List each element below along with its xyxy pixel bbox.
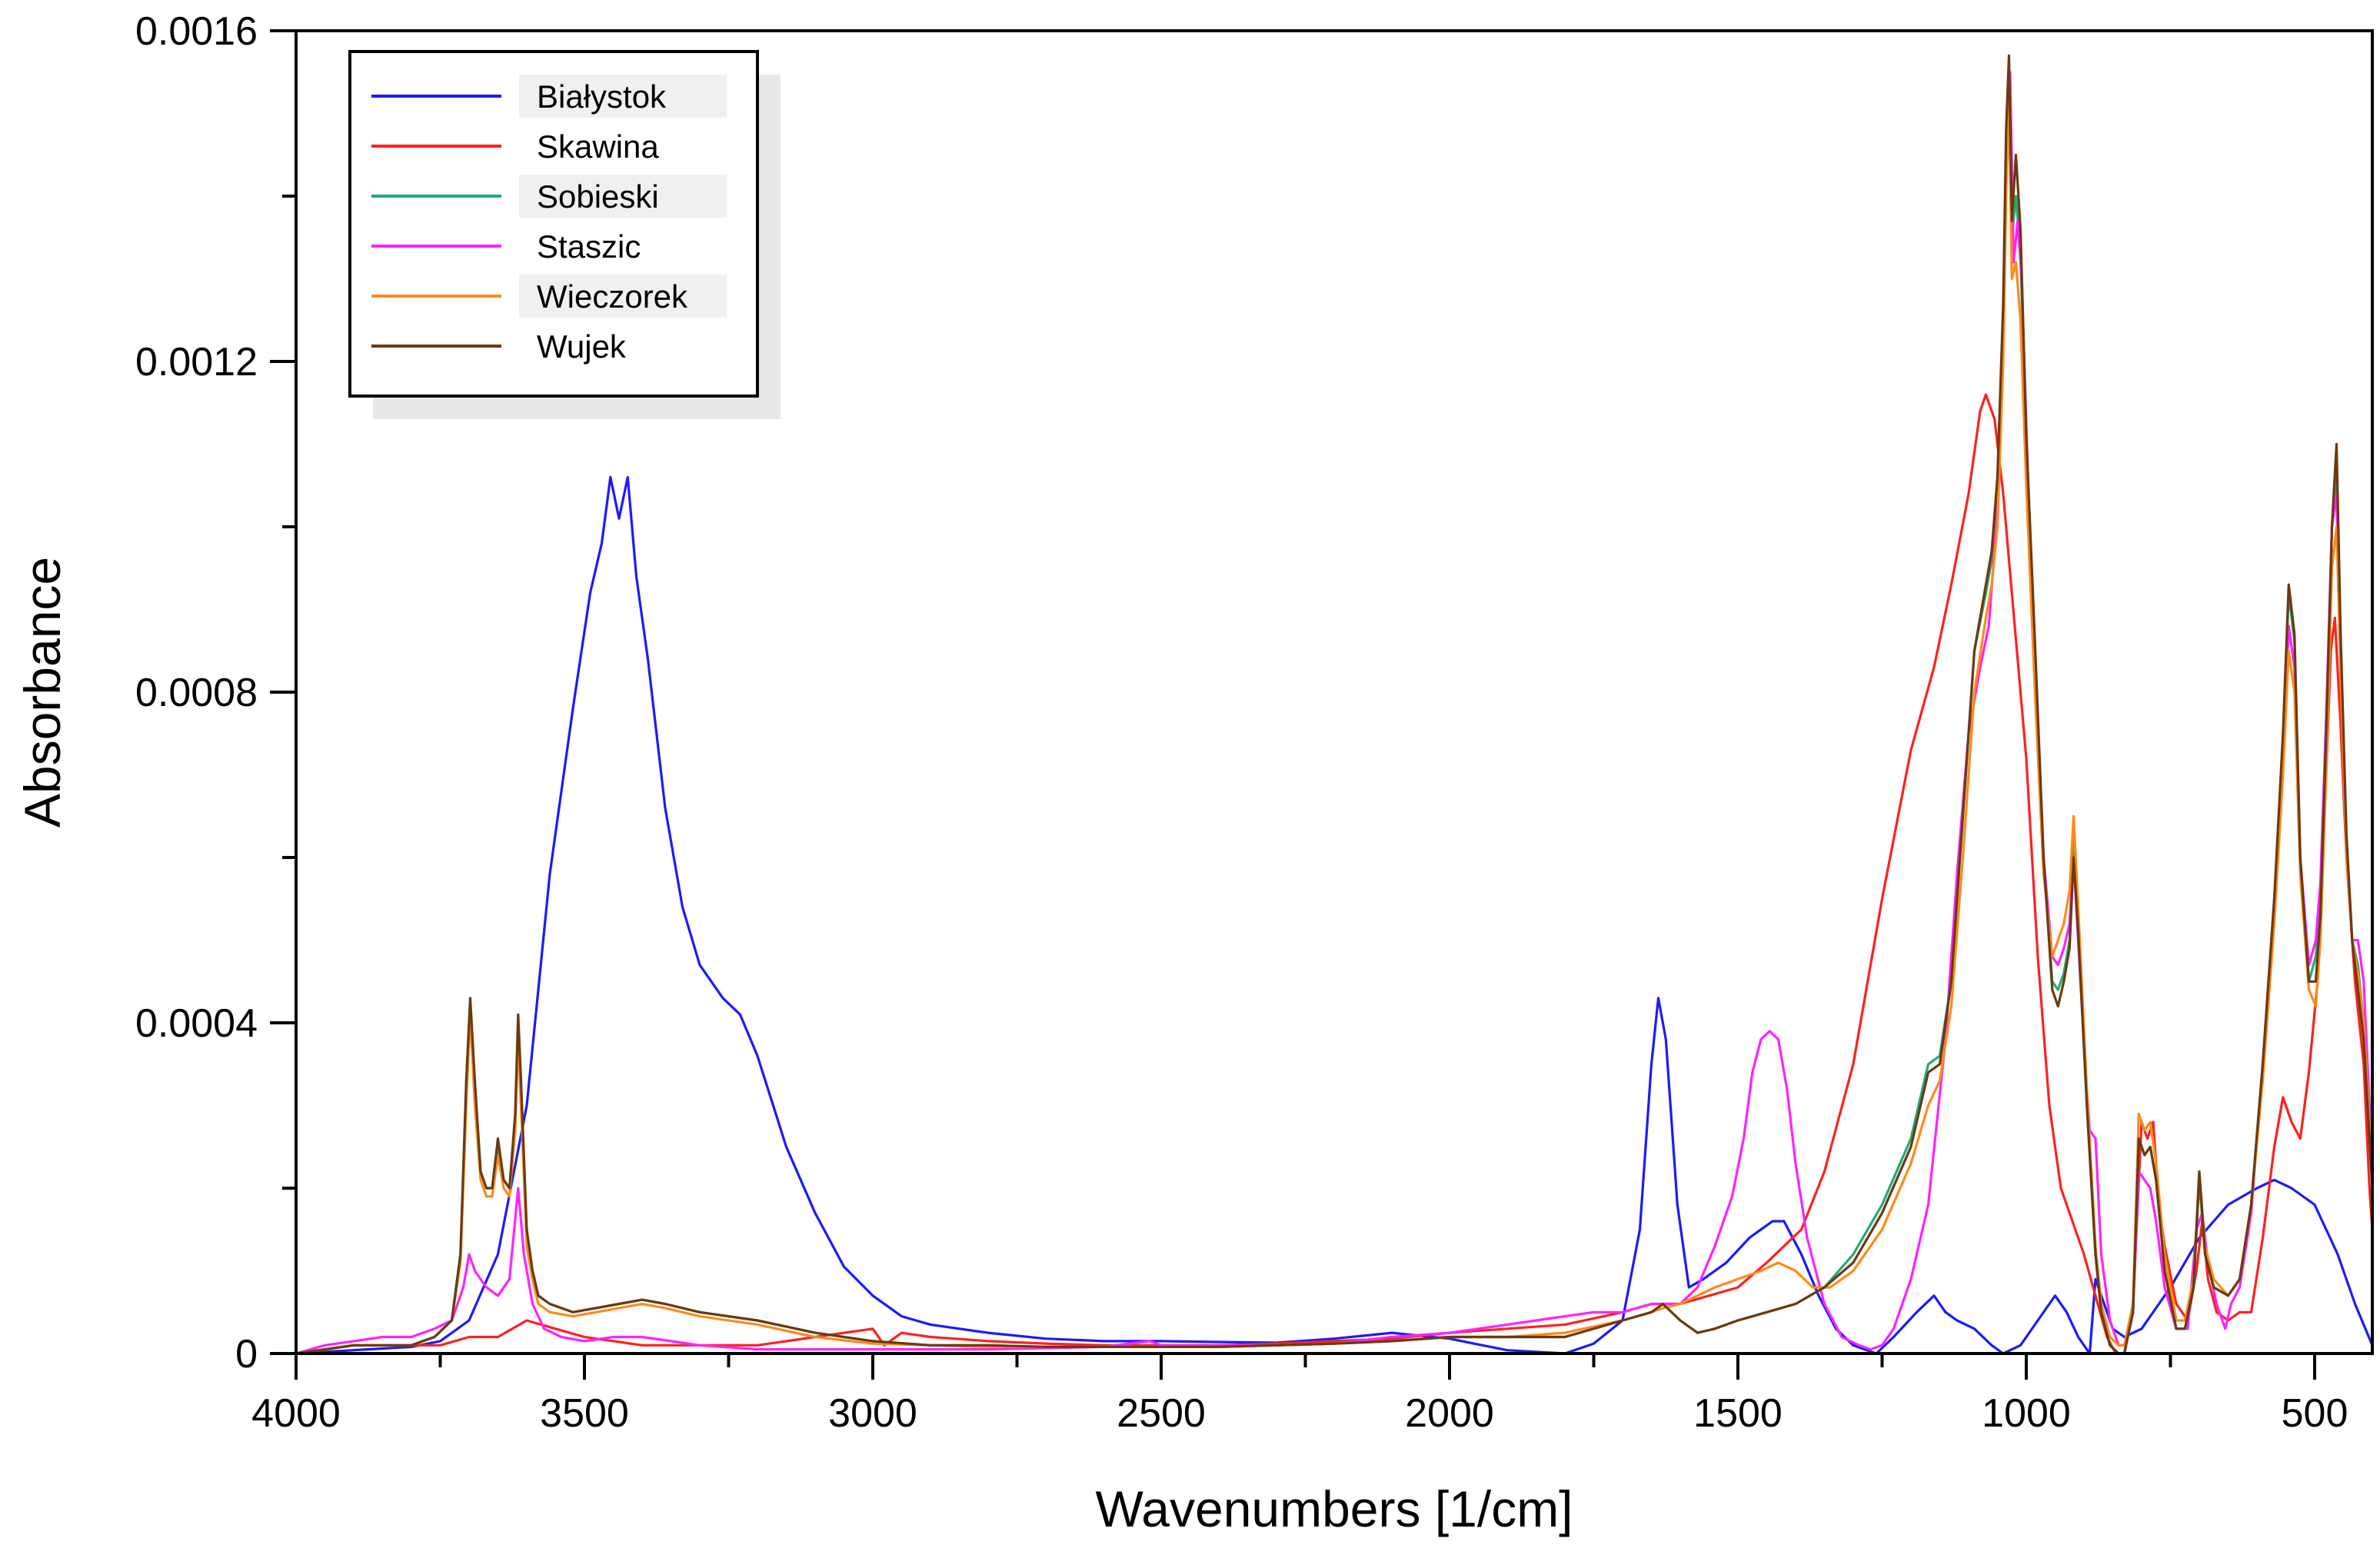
x-tick-label: 1500 <box>1693 1391 1783 1436</box>
series-line-0 <box>295 475 2374 1355</box>
legend-label-bg <box>519 325 727 368</box>
x-axis-title: Wavenumbers [1/cm] <box>1095 1480 1573 1537</box>
y-tick-label: 0.0016 <box>135 9 258 54</box>
series-layer <box>295 54 2374 1355</box>
y-tick-label: 0.0008 <box>135 671 258 715</box>
x-tick-label: 3500 <box>540 1391 629 1436</box>
legend-label-5: Wujek <box>537 328 627 365</box>
legend-label-bg <box>519 125 727 168</box>
series-line-3 <box>295 71 2374 1355</box>
legend-label-bg <box>519 175 727 218</box>
legend-label-4: Wieczorek <box>537 278 688 315</box>
legend-label-0: Białystok <box>537 78 667 115</box>
legend-label-3: Staszic <box>537 228 641 265</box>
x-tick-label: 3000 <box>828 1391 917 1436</box>
series-line-1 <box>295 393 2374 1355</box>
y-tick-label: 0 <box>235 1332 258 1377</box>
legend-label-bg <box>519 225 727 268</box>
y-tick-label: 0.0004 <box>135 1001 258 1046</box>
series-line-5 <box>295 54 2374 1355</box>
x-tick-label: 4000 <box>251 1391 341 1436</box>
x-tick-label: 2500 <box>1117 1391 1206 1436</box>
x-tick-label: 1000 <box>1982 1391 2071 1436</box>
y-tick-label: 0.0012 <box>135 340 258 385</box>
legend-label-1: Skawina <box>537 128 659 165</box>
legend-label-2: Sobieski <box>537 178 659 215</box>
x-tick-label: 500 <box>2282 1391 2348 1436</box>
legend-label-bg <box>519 75 727 118</box>
legend: Białystok Skawina Sobieski Staszic Wieczorek… <box>348 50 781 419</box>
legend-label-bg <box>519 275 727 318</box>
y-axis-title: Absorbance <box>14 557 71 827</box>
legend-entries: Białystok Skawina Sobieski Staszic Wieczorek… <box>371 75 727 368</box>
ticks-layer: 4000 3500 3000 2500 2000 1500 1000 500 0 0.0004 0.… <box>135 9 2348 1436</box>
x-tick-label: 2000 <box>1405 1391 1494 1436</box>
